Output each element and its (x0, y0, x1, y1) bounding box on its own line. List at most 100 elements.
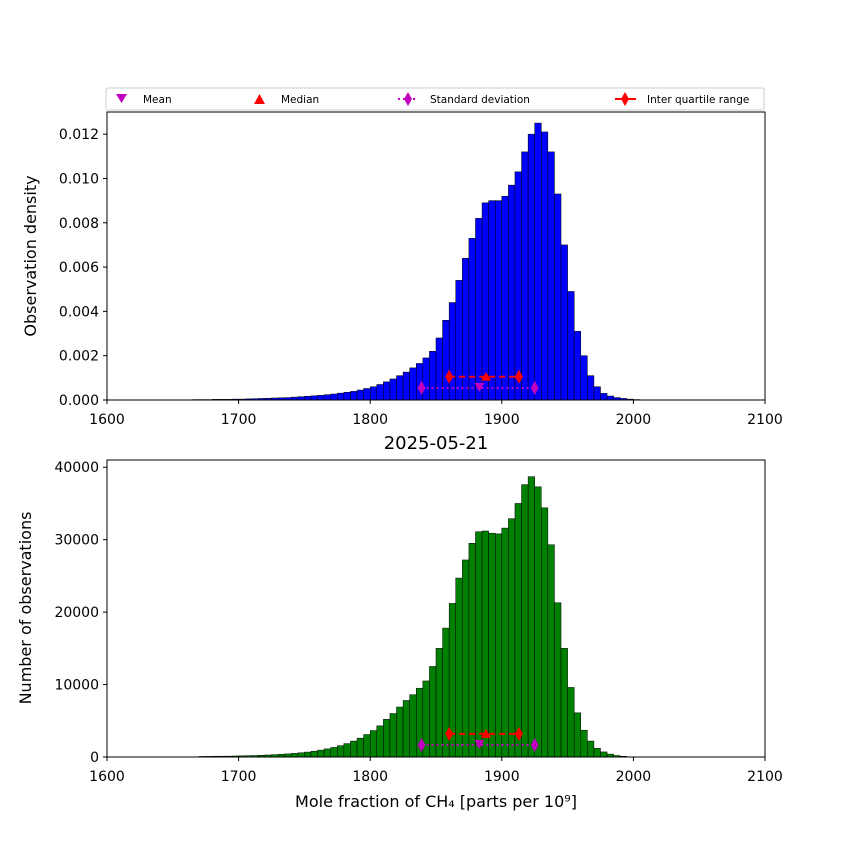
top-histogram-bar (409, 367, 417, 401)
top-histogram-bar (593, 386, 601, 401)
bottom-histogram-bar (369, 730, 378, 758)
bottom-histogram-bar (376, 725, 384, 758)
legend-frame (105, 87, 765, 111)
top-histogram-bar (573, 331, 582, 401)
top-histogram-bar (580, 355, 588, 401)
top-histogram-bar (508, 184, 516, 401)
top-histogram-bar (389, 378, 397, 401)
top-iqr-diamond (445, 369, 454, 384)
top-histogram-bar (448, 302, 456, 401)
top-histogram-bar (475, 218, 483, 401)
top-axes-frame (106, 111, 766, 401)
top-y-tick-label: 0.000 (59, 393, 99, 409)
bottom-histogram-bar (554, 602, 562, 758)
bottom-histogram-panel: 2025-05-21 1600 1700 1800 1900 2000 2100 0 100… (16, 433, 783, 811)
top-y-tick-label: 0.006 (59, 260, 99, 276)
bottom-x-tick-label: 1600 (89, 769, 125, 785)
top-histogram-bar (547, 151, 555, 401)
bottom-histogram-bar (560, 648, 568, 758)
top-statistics-markers (417, 369, 539, 395)
bottom-histogram-bar (547, 544, 555, 758)
bottom-y-tick-label: 10000 (54, 678, 99, 694)
bottom-histogram-bar (323, 748, 331, 758)
bottom-x-tick-label: 1700 (221, 769, 257, 785)
bottom-histogram-bar (429, 666, 437, 758)
bottom-x-axis-label: Mole fraction of CH₄ [parts per 10⁹] (295, 792, 577, 811)
bottom-histogram-bar (481, 530, 489, 758)
bottom-histogram-bar (501, 527, 509, 758)
bottom-histogram-bar (455, 577, 463, 758)
bottom-histogram-bar (534, 486, 542, 758)
bottom-histogram-bar (567, 687, 575, 758)
top-histogram-bar (330, 393, 338, 401)
top-histogram-bar (363, 388, 371, 401)
bottom-histogram-bar (580, 729, 588, 758)
top-y-tick-label: 0.004 (59, 304, 99, 320)
bottom-histogram-bar (514, 503, 522, 758)
top-histogram-bar (422, 357, 430, 401)
bottom-histogram-bar (337, 745, 345, 758)
iqr-diamond-icon (621, 92, 629, 106)
bottom-histogram-bar (402, 700, 410, 758)
top-histogram-bar (304, 395, 312, 401)
median-triangle-up-icon (254, 94, 265, 104)
bottom-bars (198, 476, 628, 758)
top-iqr-diamond (514, 369, 523, 384)
top-histogram-bar (429, 351, 437, 401)
bottom-histogram-bar (304, 751, 312, 758)
top-histogram-bar (343, 391, 351, 401)
bottom-std-diamond (530, 738, 539, 753)
bottom-chart-title: 2025-05-21 (384, 433, 489, 454)
top-std-diamond (530, 380, 539, 395)
top-histogram-bar (462, 257, 470, 401)
top-histogram-bar (455, 280, 463, 401)
mean-triangle-down-icon (116, 94, 127, 103)
bottom-histogram-bar (488, 532, 496, 758)
top-histogram-bar (554, 193, 562, 401)
bottom-histogram-bar (330, 747, 338, 758)
bottom-x-tick-label: 1900 (484, 769, 520, 785)
bottom-histogram-bar (409, 694, 417, 758)
bottom-histogram-bar (600, 751, 608, 758)
bottom-x-tick-label: 2000 (616, 769, 652, 785)
top-histogram-bar (527, 133, 535, 401)
top-histogram-bar (567, 291, 575, 401)
legend-label-median: Median (281, 94, 319, 106)
top-x-tick-label: 2100 (747, 412, 783, 428)
bottom-y-tick-label: 30000 (54, 533, 99, 549)
bottom-statistics-markers (417, 726, 539, 753)
legend-item-std: Standard deviation (398, 92, 530, 106)
top-y-axis: 0.000 0.002 0.004 0.006 0.008 0.010 0.012 (59, 127, 107, 409)
bottom-iqr-diamond (445, 726, 454, 741)
legend-item-median: Median (254, 94, 319, 106)
bottom-histogram-bar (350, 740, 358, 758)
top-y-tick-label: 0.010 (59, 171, 99, 187)
top-histogram-bar (317, 395, 325, 401)
top-y-axis-label: Observation density (21, 175, 40, 336)
top-x-tick-label: 1600 (89, 412, 125, 428)
bottom-y-axis: 0 10000 20000 30000 40000 (54, 460, 107, 766)
top-histogram-bar (481, 202, 489, 401)
top-histogram-bar (587, 375, 595, 401)
top-y-tick-label: 0.002 (59, 349, 99, 365)
top-histogram-bar (560, 244, 568, 401)
bottom-y-tick-label: 0 (90, 750, 99, 766)
top-x-tick-label: 1800 (352, 412, 388, 428)
bottom-x-axis: 1600 1700 1800 1900 2000 2100 (89, 757, 783, 785)
bottom-histogram-bar (475, 531, 483, 758)
top-x-tick-label: 1900 (484, 412, 520, 428)
bottom-y-axis-label: Number of observations (16, 512, 35, 705)
bottom-histogram-bar (290, 753, 299, 758)
bottom-histogram-bar (435, 648, 443, 758)
top-histogram-bar (376, 384, 384, 401)
top-median-marker (481, 371, 492, 381)
top-std-diamond (417, 380, 426, 395)
bottom-y-tick-label: 20000 (54, 605, 99, 621)
bottom-histogram-bar (527, 476, 535, 758)
top-histogram-bar (356, 389, 364, 401)
legend: Mean Median Standard deviation Inter qua… (105, 87, 765, 111)
std-diamond-icon (404, 92, 412, 106)
bottom-mean-marker (474, 740, 485, 750)
bottom-histogram-bar (343, 743, 351, 758)
